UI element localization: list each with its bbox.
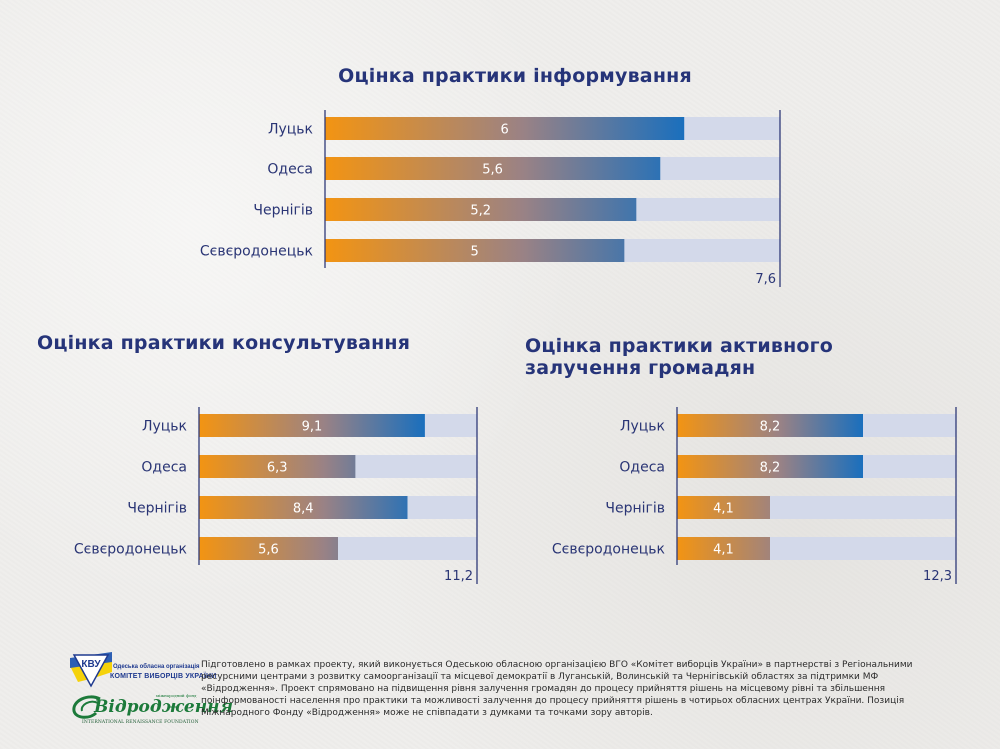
chart-title-line-1: Оцінка практики активного xyxy=(525,335,834,357)
vidrodzhennia-logo-sub: INTERNATIONAL RENAISSANCE FOUNDATION xyxy=(82,720,199,725)
chart-title-active-engagement: Оцінка практики активного залучення гром… xyxy=(525,335,885,379)
category-label: Одеса xyxy=(619,460,665,476)
vidrodzhennia-swirl-icon xyxy=(72,695,101,719)
value-label: 8,4 xyxy=(293,502,314,517)
category-label: Луцьк xyxy=(142,419,187,435)
value-label: 5,6 xyxy=(258,543,279,558)
cvu-logo: КВУ Одеська обласна організація КОМІТЕТ … xyxy=(68,652,216,688)
bar xyxy=(677,496,770,519)
category-label: Луцьк xyxy=(620,419,665,435)
bar xyxy=(325,198,637,221)
category-label: Чернігів xyxy=(605,501,665,517)
cvu-logo-line-2: КОМІТЕТ ВИБОРЦІВ УКРАЇНИ xyxy=(110,673,217,680)
chart-title-informing: Оцінка практики інформування xyxy=(338,65,692,87)
bar xyxy=(677,455,863,478)
category-label: Сєвєродонецьк xyxy=(552,542,665,558)
bar xyxy=(677,537,770,560)
value-label: 8,2 xyxy=(760,461,781,476)
value-label: 4,1 xyxy=(713,502,734,517)
vidrodzhennia-logo: міжнародний фонд Відродження INTERNATION… xyxy=(70,693,233,727)
value-label: 5 xyxy=(471,245,479,260)
value-label: 8,2 xyxy=(760,420,781,435)
max-value-label: 12,3 xyxy=(923,569,952,584)
max-value-label: 7,6 xyxy=(755,272,776,287)
footer-disclaimer: Підготовлено в рамках проекту, який вико… xyxy=(201,660,913,718)
bar xyxy=(325,117,685,140)
bar xyxy=(199,496,408,519)
bar xyxy=(325,157,661,180)
cvu-logo-line-1: Одеська обласна організація xyxy=(113,664,200,670)
bar xyxy=(199,414,425,437)
category-label: Одеса xyxy=(267,162,313,178)
chart-title-line-2: залучення громадян xyxy=(525,357,756,379)
category-label: Сєвєродонецьк xyxy=(200,244,313,260)
bar xyxy=(677,414,863,437)
chart-title-consulting: Оцінка практики консультування xyxy=(37,332,411,354)
category-label: Одеса xyxy=(141,460,187,476)
category-label: Луцьк xyxy=(268,122,313,138)
vidrodzhennia-logo-name: Відродження xyxy=(94,697,234,717)
vidrodzhennia-logo-small: міжнародний фонд xyxy=(156,693,197,698)
max-value-label: 11,2 xyxy=(444,569,473,584)
cvu-emblem-icon: КВУ xyxy=(70,652,112,688)
value-label: 5,2 xyxy=(470,204,491,219)
bar xyxy=(199,537,338,560)
value-label: 5,6 xyxy=(482,163,503,178)
category-label: Сєвєродонецьк xyxy=(74,542,187,558)
value-label: 9,1 xyxy=(302,420,323,435)
svg-text:КВУ: КВУ xyxy=(81,659,101,670)
value-label: 4,1 xyxy=(713,543,734,558)
category-label: Чернігів xyxy=(127,501,187,517)
value-label: 6,3 xyxy=(267,461,288,476)
category-label: Чернігів xyxy=(253,203,313,219)
bar xyxy=(325,239,625,262)
value-label: 6 xyxy=(500,123,508,138)
bar xyxy=(199,455,356,478)
